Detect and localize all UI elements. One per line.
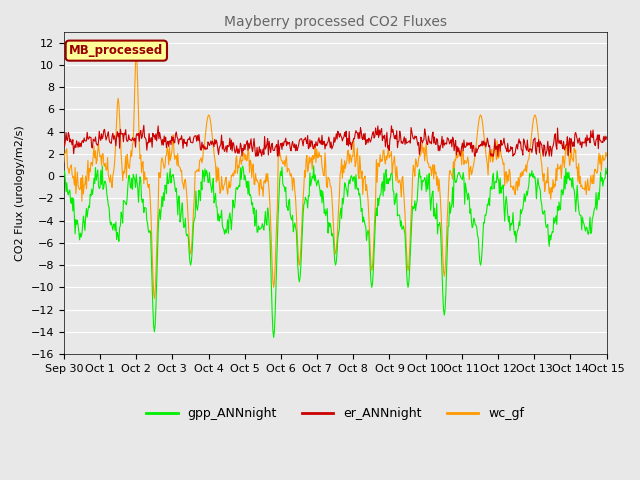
Title: Mayberry processed CO2 Fluxes: Mayberry processed CO2 Fluxes xyxy=(224,15,447,29)
Legend: gpp_ANNnight, er_ANNnight, wc_gf: gpp_ANNnight, er_ANNnight, wc_gf xyxy=(141,402,529,425)
Text: MB_processed: MB_processed xyxy=(69,44,163,57)
Y-axis label: CO2 Flux (urology/m2/s): CO2 Flux (urology/m2/s) xyxy=(15,125,25,261)
